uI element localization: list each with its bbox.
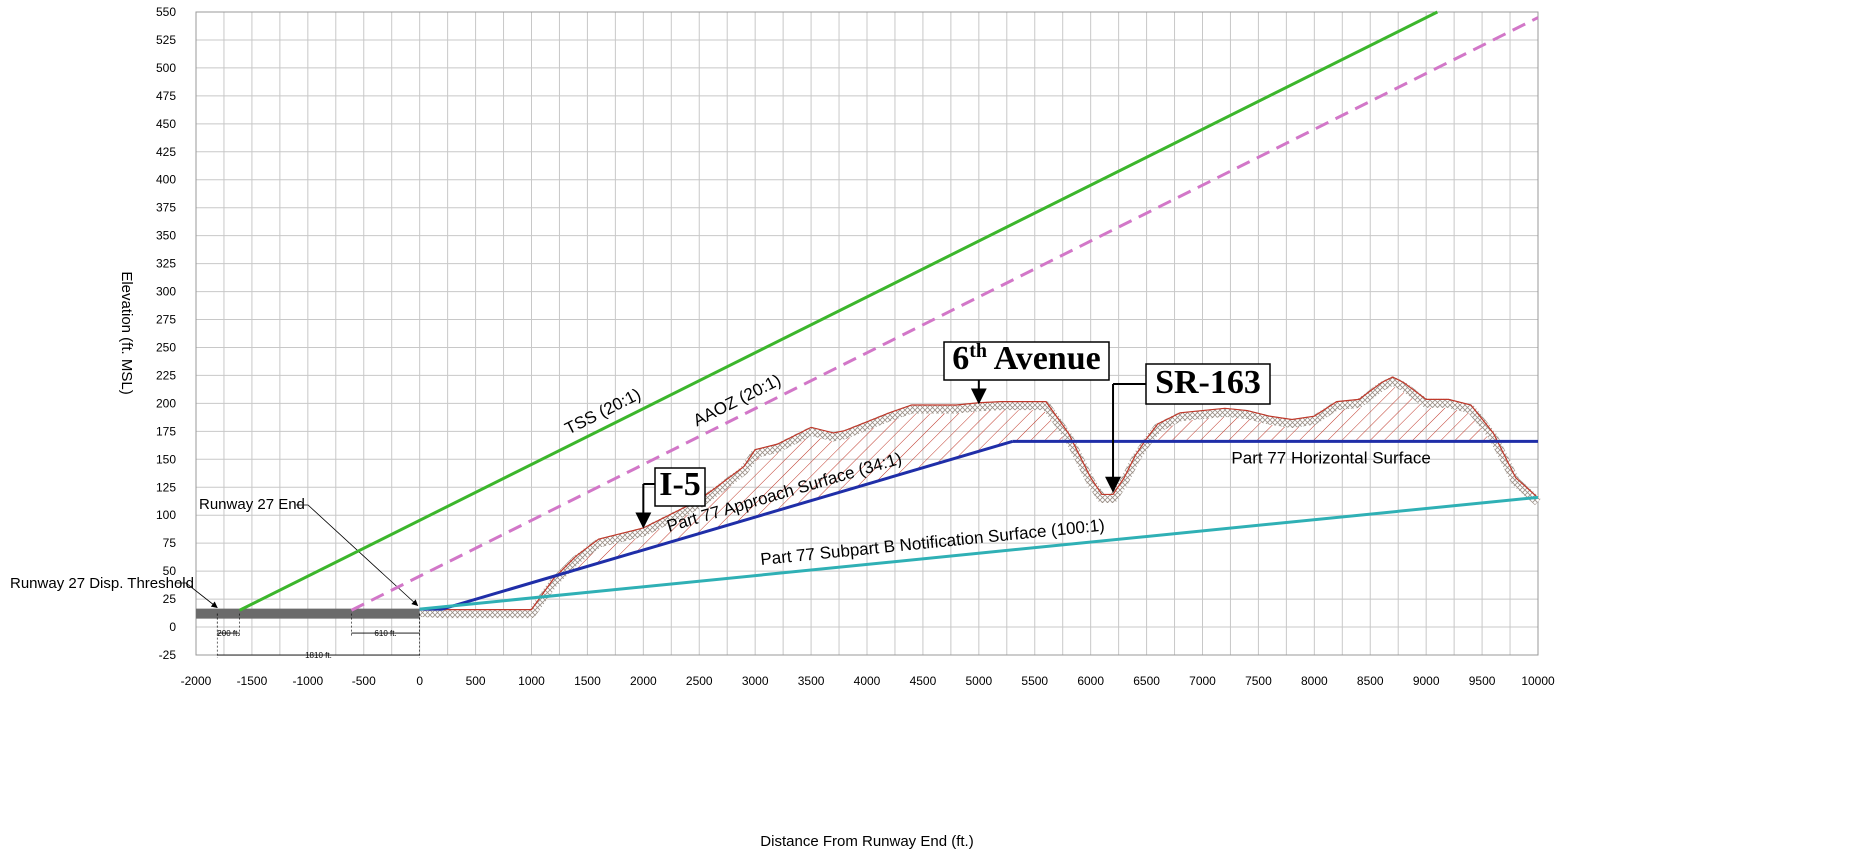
- y-tick-label: 250: [156, 340, 176, 354]
- y-tick-label: 450: [156, 117, 176, 131]
- y-tick-label: 150: [156, 452, 176, 466]
- plot-frame: [195, 11, 1539, 656]
- x-tick-label: 500: [466, 674, 486, 688]
- x-tick-label: 10000: [1521, 674, 1555, 688]
- x-tick-label: 3500: [798, 674, 825, 688]
- y-tick-label: 125: [156, 480, 176, 494]
- callout-label: I-5: [659, 466, 701, 503]
- x-tick-label: 2000: [630, 674, 657, 688]
- callout-box: [1145, 363, 1271, 405]
- runway: 200 ft. 610 ft. 1810 ft. Runway 27 End Runwa…: [10, 496, 420, 660]
- x-tick-label: 1000: [518, 674, 545, 688]
- x-tick-label: -2000: [181, 674, 212, 688]
- y-tick-label: 275: [156, 313, 176, 327]
- x-tick-label: 6500: [1133, 674, 1160, 688]
- axis-ticks: -2000 -1500 -1000 -500 0 500 1000 1500 2000 2500 3…: [156, 5, 1555, 688]
- series-line: [350, 16, 1539, 612]
- y-tick-label: 375: [156, 201, 176, 215]
- x-tick-label: 1500: [574, 674, 601, 688]
- callout-box: [654, 467, 706, 507]
- runway-bar: [196, 608, 420, 619]
- callout-label: SR-163: [1155, 364, 1261, 401]
- y-tick-label: 0: [169, 620, 176, 634]
- x-tick-label: 7000: [1189, 674, 1216, 688]
- dimension-label: 610 ft.: [374, 629, 396, 638]
- runway-threshold-leader: [175, 582, 218, 609]
- series-lines: [238, 10, 1539, 612]
- y-tick-label: 500: [156, 61, 176, 75]
- y-tick-label: 550: [156, 5, 176, 19]
- y-tick-label: 325: [156, 257, 176, 271]
- callout-label: 6th Avenue: [952, 340, 1100, 377]
- x-tick-label: 9000: [1413, 674, 1440, 688]
- y-tick-label: 50: [163, 564, 177, 578]
- x-tick-label: 8000: [1301, 674, 1328, 688]
- series-line: [419, 495, 1539, 611]
- x-tick-label: 4500: [910, 674, 937, 688]
- terrain-profile: [419, 376, 1542, 619]
- x-tick-label: 8500: [1357, 674, 1384, 688]
- x-tick-label: 5500: [1021, 674, 1048, 688]
- terrain-penetration-hatch: [576, 405, 1069, 570]
- runway-end-label: Runway 27 End: [199, 496, 305, 513]
- callouts: 6th Avenue SR-163 I-5: [635, 340, 1271, 529]
- grid-lines: [195, 11, 1539, 656]
- runway-threshold-label: Runway 27 Disp. Threshold: [10, 575, 194, 592]
- terrain-top-edge: [419, 376, 1539, 611]
- y-tick-label: 350: [156, 229, 176, 243]
- y-tick-label: 400: [156, 173, 176, 187]
- terrain-ground-band: [419, 376, 1542, 619]
- y-tick-label: 425: [156, 145, 176, 159]
- y-tick-label: 175: [156, 424, 176, 438]
- x-tick-label: -500: [352, 674, 376, 688]
- x-tick-label: -1000: [292, 674, 323, 688]
- x-tick-label: 5000: [965, 674, 992, 688]
- callout-box: [943, 341, 1110, 381]
- x-tick-label: 7500: [1245, 674, 1272, 688]
- dimension-label: 200 ft.: [217, 629, 239, 638]
- dimension-label: 1810 ft.: [305, 651, 332, 660]
- y-tick-label: -25: [159, 648, 177, 662]
- y-tick-label: 25: [163, 592, 177, 606]
- x-tick-label: 6000: [1077, 674, 1104, 688]
- y-tick-label: 300: [156, 285, 176, 299]
- series-label: Part 77 Horizontal Surface: [1231, 448, 1430, 467]
- x-tick-label: 0: [416, 674, 423, 688]
- runway-end-leader: [296, 504, 419, 607]
- y-tick-label: 200: [156, 396, 176, 410]
- x-tick-label: 4000: [854, 674, 881, 688]
- y-tick-label: 475: [156, 89, 176, 103]
- x-tick-label: 2500: [686, 674, 713, 688]
- x-tick-label: -1500: [237, 674, 268, 688]
- y-tick-label: 225: [156, 368, 176, 382]
- y-tick-label: 100: [156, 508, 176, 522]
- y-axis-title: Elevation (ft. MSL): [118, 271, 135, 394]
- x-tick-label: 3000: [742, 674, 769, 688]
- y-tick-label: 75: [163, 536, 177, 550]
- y-tick-label: 525: [156, 33, 176, 47]
- x-axis-title: Distance From Runway End (ft.): [760, 833, 973, 850]
- x-tick-label: 9500: [1469, 674, 1496, 688]
- series-line: [238, 10, 1439, 612]
